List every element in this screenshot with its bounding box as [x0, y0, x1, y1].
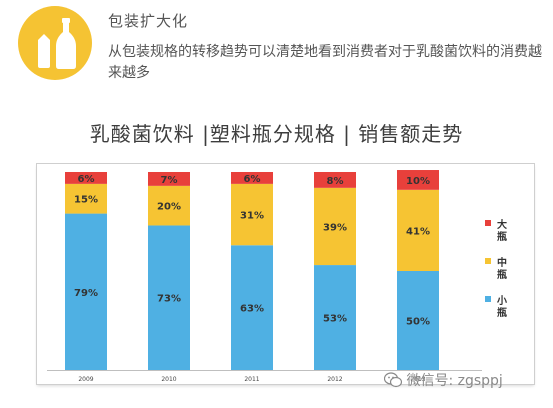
legend-swatch: [485, 258, 491, 264]
data-label: 10%: [406, 176, 430, 187]
bar-segment: [148, 185, 190, 226]
watermark: 微信号: zgsppj: [383, 370, 503, 390]
bar-segment: [314, 172, 356, 188]
chart-frame: 79% 15% 6% 2009 73% 20% 7% 2010 63% 31% 6% 2011 53% 3…: [37, 164, 534, 384]
legend-swatch: [485, 296, 491, 302]
bottle-icon: [18, 6, 92, 80]
legend-label: 瓶: [497, 268, 507, 281]
legend-swatch: [485, 220, 491, 226]
bar-segment: [314, 265, 356, 370]
data-label: 6%: [78, 174, 95, 185]
data-label: 63%: [240, 304, 264, 315]
watermark-text: 微信号: zgsppj: [406, 373, 503, 389]
chart-title: 乳酸菌饮料 |塑料瓶分规格 | 销售额走势: [89, 122, 464, 146]
data-label: 50%: [406, 317, 430, 328]
stacked-bar-chart: 79% 15% 6% 2009 73% 20% 7% 2010 63% 31% 6% 2011 53% 3…: [47, 170, 507, 383]
bar-segment: [65, 172, 107, 184]
legend-label: 瓶: [497, 230, 507, 243]
x-tick-label: 2009: [78, 376, 93, 383]
data-label: 20%: [157, 202, 181, 213]
x-tick-label: 2011: [244, 376, 259, 383]
legend-label: 大: [497, 218, 507, 231]
bar-segment: [231, 245, 273, 370]
legend-label: 瓶: [497, 306, 507, 319]
section-header: 包装扩大化 从包装规格的转移趋势可以清楚地看到消费者对于乳酸菌饮料的消费越来越多: [0, 0, 553, 100]
section-title: 包装扩大化: [108, 12, 189, 30]
bar-segment: [148, 172, 190, 186]
bar-segment: [148, 225, 190, 370]
legend-label: 中: [497, 256, 507, 269]
data-label: 8%: [327, 176, 344, 187]
legend-label: 小: [496, 294, 507, 307]
data-label: 39%: [323, 222, 347, 233]
x-tick-label: 2013: [410, 376, 425, 383]
bar-segment: [397, 170, 439, 190]
x-tick-label: 2012: [327, 376, 342, 383]
bar-segment: [397, 189, 439, 271]
data-label: 41%: [406, 226, 430, 237]
data-label: 15%: [74, 195, 98, 206]
data-label: 73%: [157, 294, 181, 305]
bar-segment: [231, 172, 273, 184]
wechat-icon: [383, 372, 403, 388]
data-label: 53%: [323, 314, 347, 325]
x-tick-label: 2010: [161, 376, 176, 383]
data-label: 79%: [74, 288, 98, 299]
data-label: 6%: [244, 174, 261, 185]
bar-segment: [314, 187, 356, 266]
bar-segment: [397, 271, 439, 370]
data-label: 7%: [161, 175, 178, 186]
bar-segment: [231, 183, 273, 246]
section-description: 从包装规格的转移趋势可以清楚地看到消费者对于乳酸菌饮料的消费越来越多: [108, 44, 542, 81]
bar-segment: [65, 213, 107, 370]
data-label: 31%: [240, 211, 264, 222]
bar-segment: [65, 183, 107, 214]
